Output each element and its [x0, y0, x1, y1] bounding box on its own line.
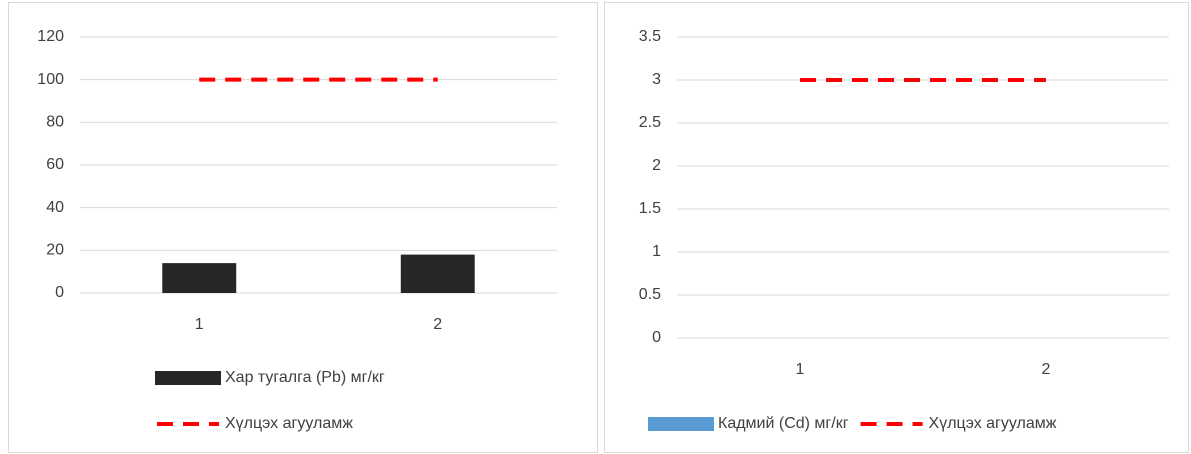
y-tick-label: 80 [46, 114, 64, 131]
y-tick-label: 1 [652, 243, 661, 260]
y-tick-label: 2 [652, 157, 661, 174]
legend-label: Кадмий (Cd) мг/кг [718, 415, 849, 432]
x-tick-label: 2 [1042, 361, 1051, 378]
chart-frame [604, 2, 1189, 453]
y-tick-label: 0 [55, 284, 64, 301]
legend-swatch [648, 417, 714, 431]
chart-frame [8, 2, 598, 453]
y-tick-label: 3 [652, 71, 661, 88]
y-tick-label: 40 [46, 199, 64, 216]
y-tick-label: 20 [46, 242, 64, 259]
y-tick-label: 1.5 [639, 200, 661, 217]
legend-label: Хар тугалга (Pb) мг/кг [225, 369, 385, 386]
bar [162, 263, 237, 293]
y-tick-label: 120 [37, 28, 64, 45]
bar [400, 254, 475, 293]
y-tick-label: 0.5 [639, 286, 661, 303]
x-tick-label: 1 [796, 361, 805, 378]
y-tick-label: 3.5 [639, 28, 661, 45]
legend-label: Хүлцэх агууламж [225, 415, 353, 432]
legend-label: Хүлцэх агууламж [929, 415, 1057, 432]
y-tick-label: 2.5 [639, 114, 661, 131]
x-tick-label: 2 [433, 316, 442, 333]
legend-swatch [155, 371, 221, 385]
y-tick-label: 0 [652, 329, 661, 346]
x-tick-label: 1 [195, 316, 204, 333]
y-tick-label: 60 [46, 156, 64, 173]
y-tick-label: 100 [37, 71, 64, 88]
